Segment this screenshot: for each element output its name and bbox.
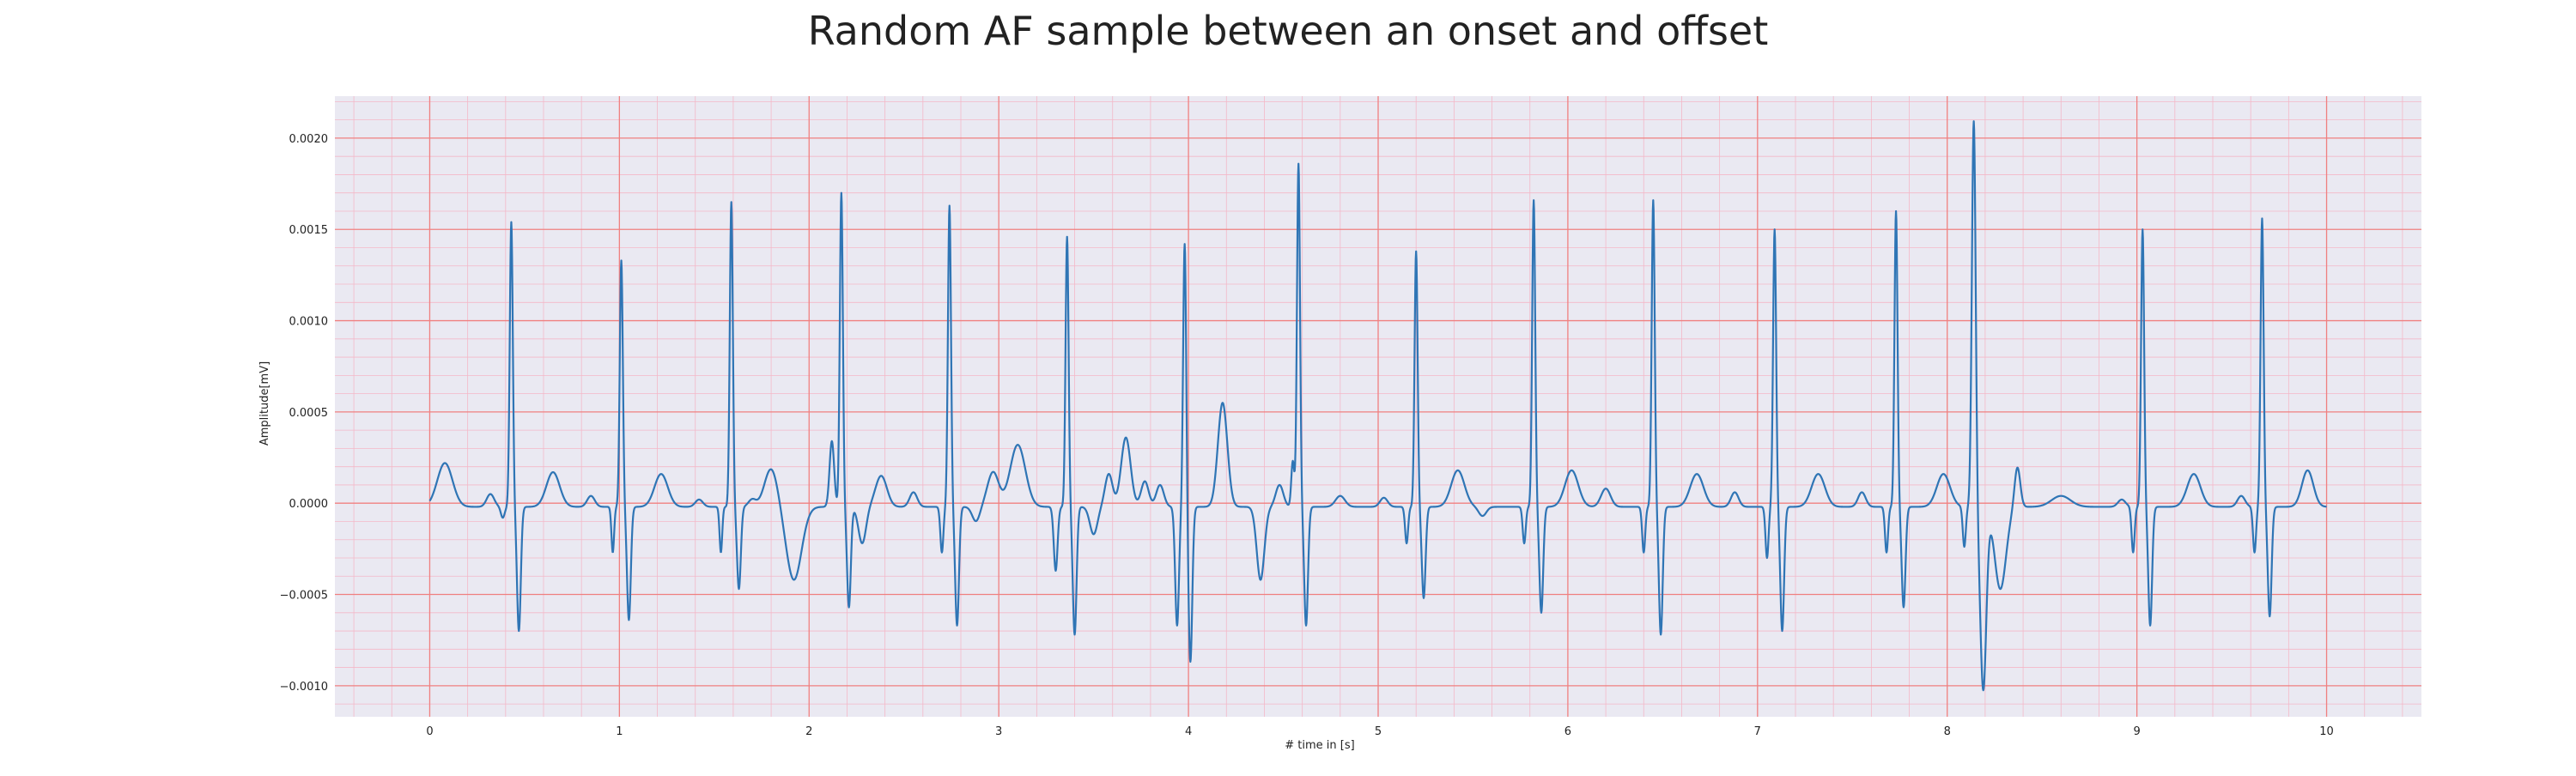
y-tick-label: −0.0005 (280, 590, 328, 603)
y-tick-label: −0.0010 (280, 681, 328, 694)
x-axis-label: # time in [s] (1285, 739, 1354, 752)
x-tick-label: 8 (1944, 725, 1951, 738)
x-tick-label: 2 (805, 725, 812, 738)
x-tick-label: 7 (1754, 725, 1761, 738)
y-axis-label: Amplitude[mV] (258, 361, 271, 446)
plot-area: 0 1 2 3 4 5 6 7 8 9 10 −0.0010 −0.0005 0.0000 0.0005 0.… (280, 96, 2421, 738)
y-tick-label: 0.0020 (289, 133, 329, 146)
y-tick-label: 0.0010 (289, 316, 329, 329)
x-tick-label: 9 (2133, 725, 2140, 738)
y-tick-label: 0.0005 (289, 407, 329, 420)
x-tick-label: 0 (426, 725, 433, 738)
x-tick-label: 5 (1375, 725, 1382, 738)
y-tick-label: 0.0015 (289, 224, 329, 237)
y-tick-label: 0.0000 (289, 498, 329, 511)
x-tick-label: 4 (1185, 725, 1192, 738)
series-line-ecg (428, 120, 2328, 692)
chart-title: Random AF sample between an onset and of… (808, 8, 1769, 54)
x-tick-label: 10 (2319, 725, 2334, 738)
x-tick-label: 6 (1564, 725, 1571, 738)
x-tick-label: 1 (616, 725, 623, 738)
x-tick-label: 3 (995, 725, 1002, 738)
